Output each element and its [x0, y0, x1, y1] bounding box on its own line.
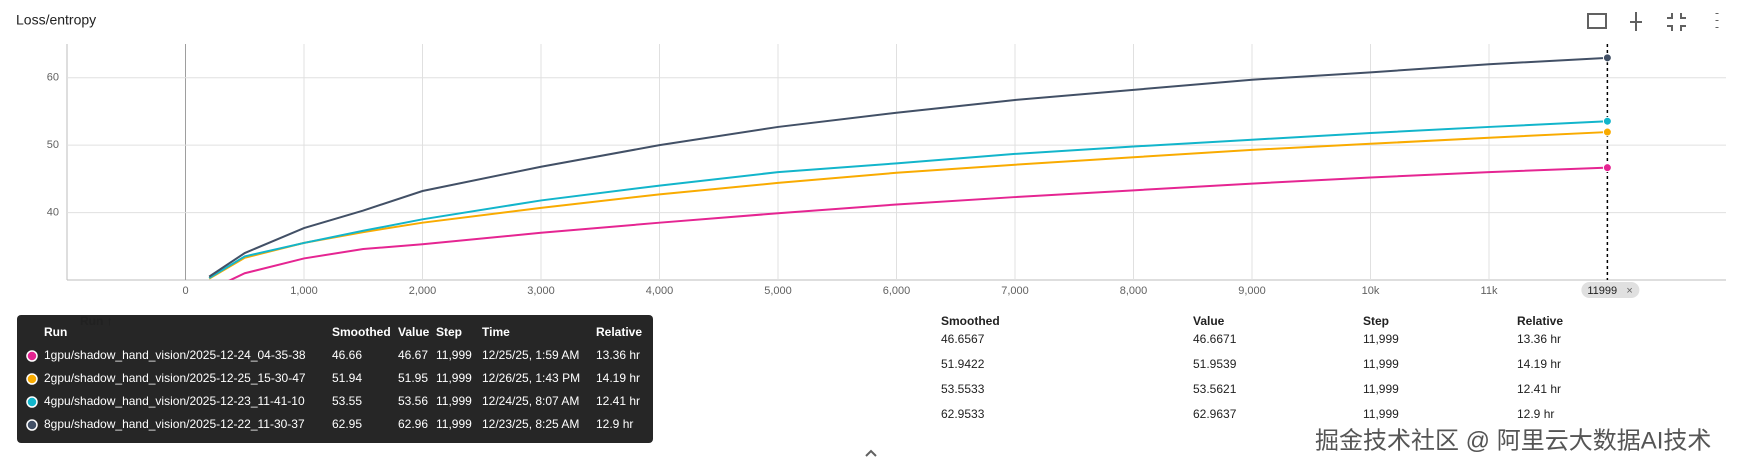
table-cell: 14.19 hr	[1517, 357, 1561, 371]
tooltip-cell: 12.41 hr	[596, 394, 640, 408]
table-cell: 11,999	[1363, 357, 1399, 371]
cursor-dot	[1602, 116, 1612, 126]
table-cell: 51.9422	[941, 357, 985, 371]
y-tick-label: 50	[47, 139, 59, 151]
tooltip-cell: 11,999	[436, 371, 472, 385]
x-tick-label: 3,000	[527, 285, 555, 297]
table-cell: 11,999	[1363, 382, 1399, 396]
legend-dot	[26, 373, 38, 385]
plot: 0 1,000 2,000 3,000 4,000 5,000 6,000 7,000 8,00…	[47, 44, 1726, 298]
x-tick-label: 2,000	[409, 285, 437, 297]
tooltip-cell: 53.56	[398, 394, 428, 408]
table-cell: 51.9539	[1193, 357, 1237, 371]
tooltip-cell: 4gpu/shadow_hand_vision/2025-12-23_11-41…	[44, 394, 305, 408]
tooltip-header: Run	[44, 325, 67, 339]
table-cell: 53.5533	[941, 382, 985, 396]
tooltip-cell: 14.19 hr	[596, 371, 640, 385]
x-tick-label: 8,000	[1120, 285, 1148, 297]
tooltip-cell: 1gpu/shadow_hand_vision/2025-12-24_04-35…	[44, 348, 306, 362]
tooltip-cell: 62.95	[332, 417, 362, 431]
tooltip-cell: 12.9 hr	[596, 417, 633, 431]
series-line	[208, 56, 1608, 278]
pin-icon[interactable]	[1630, 12, 1642, 31]
lines	[208, 56, 1608, 280]
table-header: Smoothed	[941, 314, 1000, 328]
table-cell: 13.36 hr	[1517, 332, 1561, 346]
x-tick-label: 1,000	[290, 285, 318, 297]
table-cell: 11,999	[1363, 407, 1399, 421]
tooltip-header: Value	[398, 325, 430, 339]
step-chip	[1581, 282, 1640, 298]
tooltip-cell: 62.96	[398, 417, 428, 431]
tooltip-cell: 2gpu/shadow_hand_vision/2025-12-25_15-30…	[44, 371, 306, 385]
tooltip-cell: 11,999	[436, 394, 472, 408]
tooltip-cell: 11,999	[436, 417, 472, 431]
toolbar[interactable]	[1587, 12, 1719, 31]
tooltip: Run Smoothed Value Step Time Relative 1gpu/sha…	[17, 315, 653, 443]
tooltip-cell: 51.95	[398, 371, 428, 385]
x-tick-label: 0	[182, 285, 188, 297]
x-tick-label: 9,000	[1238, 285, 1266, 297]
tooltip-cell: 12/24/25, 8:07 AM	[482, 394, 579, 408]
x-tick-label: 4,000	[646, 285, 674, 297]
legend-dot	[26, 419, 38, 431]
tooltip-cell: 51.94	[332, 371, 362, 385]
tooltip-cell: 46.66	[332, 348, 362, 362]
table-cell: 46.6671	[1193, 332, 1237, 346]
table-cell: 53.5621	[1193, 382, 1237, 396]
tooltip-header: Relative	[596, 325, 642, 339]
legend-dot	[26, 350, 38, 362]
watermark: 掘金技术社区 @ 阿里云大数据AI技术	[1315, 427, 1711, 454]
tooltip-header: Smoothed	[332, 325, 391, 339]
table-header: Step	[1363, 314, 1389, 328]
y-tick-label: 60	[47, 72, 59, 84]
tooltip-box	[17, 315, 653, 443]
fit-icon[interactable]	[1587, 13, 1607, 29]
x-tick-label: 7,000	[1001, 285, 1029, 297]
table-cell: 62.9533	[941, 407, 985, 421]
table-header: Relative	[1517, 314, 1563, 328]
tooltip-header: Time	[482, 325, 510, 339]
step-chip-label: 11999	[1587, 285, 1617, 297]
table-header: Run ↑	[80, 314, 113, 328]
step-chip-close: ×	[1626, 285, 1632, 297]
y-tick-label: 40	[47, 206, 59, 218]
x-tick-label: 11k	[1481, 285, 1498, 297]
table-header: Value	[1193, 314, 1225, 328]
shrink-icon[interactable]	[1667, 13, 1686, 31]
x-tick-label: 10k	[1362, 285, 1380, 297]
tooltip-header: Step	[436, 325, 462, 339]
tooltip-cell: 11,999	[436, 348, 472, 362]
table-cell: 46.6567	[941, 332, 985, 346]
series-line	[228, 166, 1608, 280]
tooltip-cell: 53.55	[332, 394, 362, 408]
series-line	[208, 131, 1608, 280]
series-line	[208, 120, 1608, 279]
tooltip-cell: 8gpu/shadow_hand_vision/2025-12-22_11-30…	[44, 417, 305, 431]
tooltip-cell: 46.67	[398, 348, 428, 362]
table-cell: 12.9 hr	[1517, 407, 1554, 421]
table-cell: 12.41 hr	[1517, 382, 1561, 396]
tooltip-cell: 12/23/25, 8:25 AM	[482, 417, 579, 431]
cursor-dot	[1602, 53, 1612, 63]
legend-dot	[26, 396, 38, 408]
tooltip-cell: 13.36 hr	[596, 348, 640, 362]
table-cell: 11,999	[1363, 332, 1399, 346]
tooltip-cell: 12/26/25, 1:43 PM	[482, 371, 580, 385]
expand-chevron[interactable]	[865, 449, 877, 457]
x-tick-label: 5,000	[764, 285, 792, 297]
tooltip-cell: 12/25/25, 1:59 AM	[482, 348, 579, 362]
cursor-dot	[1602, 127, 1612, 137]
table-cell: 62.9637	[1193, 407, 1237, 421]
card-title: Loss/entropy	[16, 12, 96, 28]
cursor-dot	[1602, 163, 1612, 173]
x-tick-label: 6,000	[883, 285, 911, 297]
